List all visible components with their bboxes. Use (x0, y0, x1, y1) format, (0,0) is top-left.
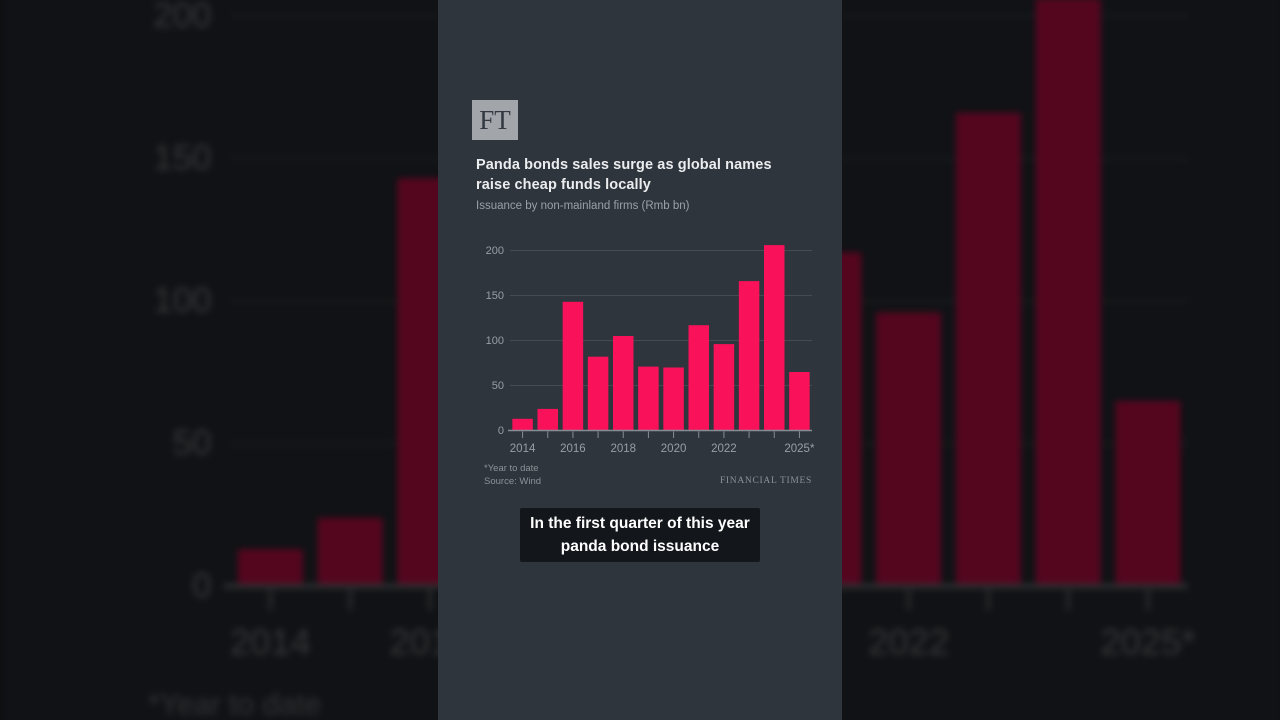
bar-2015 (537, 408, 558, 431)
bar-2023 (738, 281, 760, 431)
bg-y-axis-label-100: 100 (153, 281, 211, 320)
bg-y-axis-label-200: 200 (153, 0, 211, 35)
bar-2014 (512, 418, 533, 431)
chart-footnote: *Year to date Source: Wind (484, 463, 541, 488)
bg-x-axis-label-2014: 2014 (230, 621, 311, 662)
bar-2024 (764, 245, 785, 431)
bg-x-axis-label-2022: 2022 (868, 621, 949, 662)
ft-logo-text: FT (479, 104, 511, 135)
x-axis-label-2022: 2022 (711, 443, 737, 455)
bar-2025* (789, 372, 810, 431)
y-axis-label-50: 50 (492, 380, 504, 392)
x-axis-label-2025*: 2025* (784, 443, 815, 455)
panda-bond-issuance-bar-chart: 0 50 100 150 200 2014 2016 2018 2020 2022 2025* (486, 245, 815, 455)
y-axis-label-100: 100 (486, 335, 504, 347)
chart-subtitle: Issuance by non-mainland firms (Rmb bn) (476, 200, 690, 212)
chart-title: Panda bonds sales surge as global names … (476, 155, 806, 195)
bg-bar-2015 (317, 517, 383, 587)
bar-2016 (562, 301, 584, 431)
y-axis-label-0: 0 (498, 425, 504, 437)
caption-line2: panda bond issuance (560, 538, 720, 555)
bar-2019 (638, 366, 659, 431)
y-axis-label-150: 150 (486, 290, 504, 302)
footnote-source: Source: Wind (484, 475, 542, 487)
bg-x-axis-label-2025*: 2025* (1100, 621, 1195, 662)
x-axis-label-2018: 2018 (610, 443, 636, 455)
bg-y-axis-label-0: 0 (192, 566, 211, 605)
subtitle-caption-box: In the first quarter of this year panda … (520, 508, 760, 562)
bg-bar-2023 (955, 112, 1021, 587)
bar-2017 (587, 356, 609, 431)
ft-chart-card: FT Panda bonds sales surge as global nam… (438, 0, 842, 720)
bg-bar-2025* (1115, 400, 1181, 587)
x-axis-label-2016: 2016 (560, 443, 586, 455)
x-axis-label-2020: 2020 (661, 443, 687, 455)
bar-2018 (613, 336, 634, 431)
financial-times-wordmark: FINANCIAL TIMES (719, 476, 812, 486)
ft-logo: FT (472, 100, 518, 140)
bar-2022 (713, 344, 735, 431)
footnote-year-to-date: *Year to date (484, 463, 539, 474)
bar-2020 (663, 367, 684, 431)
bg-footnote-year-to-date: *Year to date (148, 689, 322, 720)
caption-line1: In the first quarter of this year (530, 515, 750, 532)
chart-title-line2: raise cheap funds locally (476, 177, 651, 193)
x-axis-label-2014: 2014 (510, 443, 536, 455)
bg-chart-footnote: *Year to date Source: Wind (148, 689, 329, 720)
bg-y-axis-label-50: 50 (173, 424, 212, 463)
bg-bar-2024 (1035, 0, 1101, 587)
bg-y-axis-label-150: 150 (153, 138, 211, 177)
bg-bar-2022 (876, 312, 942, 587)
bar-2021 (688, 325, 709, 431)
bg-bar-2014 (237, 549, 303, 587)
chart-title-line1: Panda bonds sales surge as global names (476, 157, 772, 173)
y-axis-label-200: 200 (486, 245, 504, 257)
